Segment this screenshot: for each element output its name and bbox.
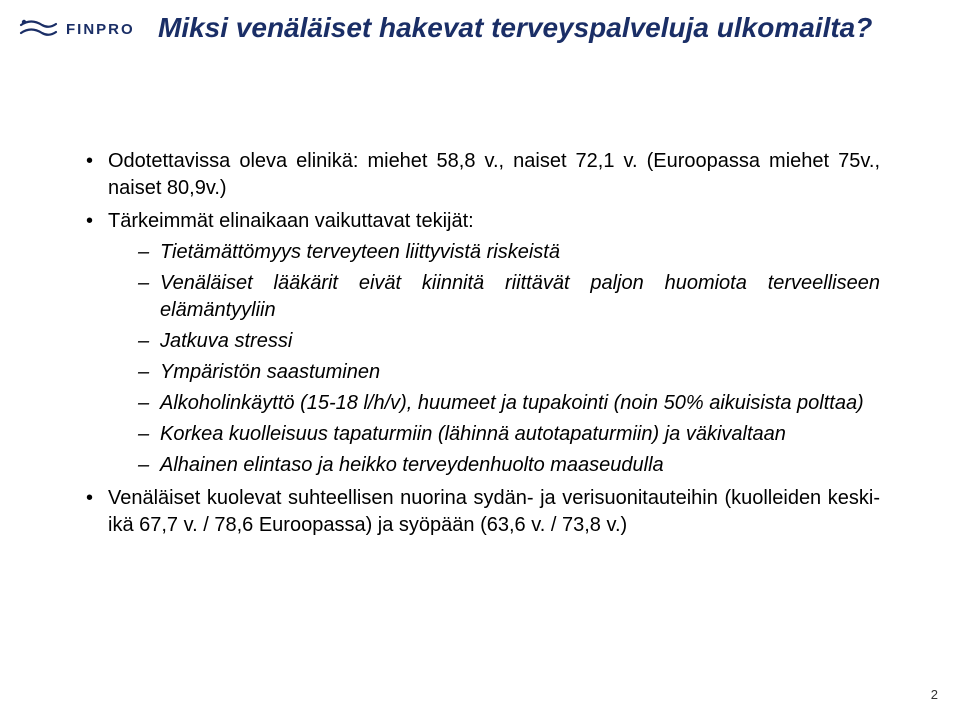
- page-number: 2: [931, 687, 938, 702]
- bullet-item: Tärkeimmät elinaikaan vaikuttavat tekijä…: [86, 208, 880, 479]
- bullet-text: Tärkeimmät elinaikaan vaikuttavat tekijä…: [108, 210, 474, 232]
- logo-mark-icon: [18, 16, 60, 42]
- sub-bullet-item: Alkoholinkäyttö (15-18 l/h/v), huumeet j…: [108, 390, 880, 417]
- brand-logo: FINPRO: [0, 16, 135, 42]
- slide-content: Odotettavissa oleva elinikä: miehet 58,8…: [0, 58, 960, 539]
- bullet-item: Odotettavissa oleva elinikä: miehet 58,8…: [86, 148, 880, 202]
- slide-title: Miksi venäläiset hakevat terveyspalveluj…: [158, 12, 872, 44]
- sub-bullet-item: Alhainen elintaso ja heikko terveydenhuo…: [108, 452, 880, 479]
- sub-bullet-item: Tietämättömyys terveyteen liittyvistä ri…: [108, 239, 880, 266]
- bullet-item: Venäläiset kuolevat suhteellisen nuorina…: [86, 485, 880, 539]
- sub-bullet-item: Venäläiset lääkärit eivät kiinnitä riitt…: [108, 270, 880, 324]
- sub-bullet-item: Korkea kuolleisuus tapaturmiin (lähinnä …: [108, 421, 880, 448]
- sub-bullet-item: Ympäristön saastuminen: [108, 359, 880, 386]
- sub-bullet-item: Jatkuva stressi: [108, 328, 880, 355]
- brand-name: FINPRO: [66, 21, 135, 38]
